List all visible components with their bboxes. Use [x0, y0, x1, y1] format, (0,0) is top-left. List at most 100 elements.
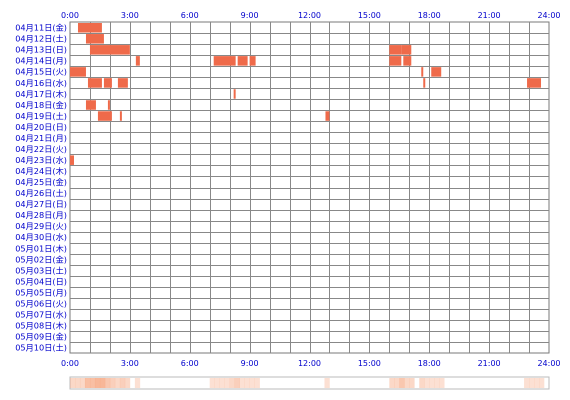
row-label: 04月15日(火) — [15, 67, 67, 77]
activity-bar — [233, 89, 236, 99]
row-label: 04月11日(金) — [15, 23, 67, 33]
row-label: 05月03日(土) — [15, 265, 67, 275]
density-cell — [119, 378, 126, 388]
row-label: 04月13日(日) — [15, 45, 67, 55]
x-tick-label-bottom: 3:00 — [121, 359, 139, 368]
density-cell — [239, 378, 245, 388]
activity-bar — [103, 78, 112, 88]
density-cell — [404, 378, 410, 388]
x-tick-label-top: 21:00 — [478, 11, 501, 20]
density-cell — [389, 378, 395, 388]
activity-bar — [89, 45, 130, 55]
activity-bars — [70, 23, 542, 165]
x-tick-label-top: 15:00 — [358, 11, 381, 20]
activity-bar — [389, 56, 402, 66]
x-tick-label-top: 3:00 — [121, 11, 139, 20]
x-tick-label-top: 18:00 — [418, 11, 441, 20]
row-label: 04月24日(木) — [15, 166, 67, 176]
row-label: 05月02日(金) — [15, 254, 67, 264]
density-cell — [439, 378, 445, 388]
density-cell — [209, 378, 215, 388]
x-tick-label-bottom: 6:00 — [181, 359, 199, 368]
row-label: 04月28日(月) — [15, 210, 67, 220]
density-cell — [74, 378, 81, 388]
activity-bar — [401, 45, 412, 55]
row-label: 04月18日(金) — [15, 100, 67, 110]
row-label: 04月29日(火) — [15, 221, 67, 231]
activity-bar — [119, 111, 122, 121]
x-tick-label-top: 6:00 — [181, 11, 199, 20]
x-axis-bottom: 0:00 3:00 6:00 9:00 12:00 15:00 18:00 21:00 24:0… — [61, 359, 561, 368]
row-label: 04月14日(月) — [15, 56, 67, 66]
density-strip — [69, 376, 550, 390]
density-frame — [69, 376, 550, 390]
activity-bar — [87, 78, 102, 88]
density-cell — [529, 378, 535, 388]
row-label: 04月21日(月) — [15, 133, 67, 143]
row-label: 05月08日(木) — [15, 321, 67, 331]
density-cell — [249, 378, 255, 388]
density-cell — [89, 378, 96, 388]
x-tick-label-bottom: 0:00 — [61, 359, 79, 368]
activity-bar — [97, 111, 112, 121]
activity-bar — [85, 100, 96, 110]
density-cell — [434, 378, 440, 388]
density-cell — [224, 378, 230, 388]
activity-bar — [237, 56, 248, 66]
density-cell — [79, 378, 86, 388]
density-cell — [524, 378, 530, 388]
activity-bar — [389, 45, 402, 55]
x-tick-label-bottom: 24:00 — [537, 359, 560, 368]
activity-bar — [249, 56, 256, 66]
activity-bar — [403, 56, 412, 66]
row-label: 04月27日(日) — [15, 199, 67, 209]
activity-bar — [527, 78, 542, 88]
x-tick-label-top: 0:00 — [61, 11, 79, 20]
density-cell — [394, 378, 400, 388]
plot-frame — [69, 21, 550, 354]
row-label: 05月01日(木) — [15, 243, 67, 253]
density-cell — [534, 378, 540, 388]
row-label: 04月12日(土) — [15, 34, 67, 44]
row-label: 05月04日(日) — [15, 276, 67, 286]
row-label: 05月06日(火) — [15, 298, 67, 308]
density-cell — [419, 378, 425, 388]
row-label: 04月19日(土) — [15, 111, 67, 121]
row-label: 04月23日(水) — [15, 155, 67, 165]
density-cell — [219, 378, 225, 388]
x-tick-label-bottom: 12:00 — [298, 359, 321, 368]
density-cell — [234, 378, 240, 388]
row-label: 04月20日(日) — [15, 122, 67, 132]
density-cell — [214, 378, 220, 388]
density-cell — [324, 378, 330, 388]
row-label: 04月25日(金) — [15, 177, 67, 187]
density-cell — [254, 378, 260, 388]
density-cell — [84, 378, 91, 388]
activity-bar — [213, 56, 236, 66]
x-tick-label-bottom: 9:00 — [241, 359, 259, 368]
activity-bar — [117, 78, 128, 88]
density-cell — [229, 378, 235, 388]
row-label: 05月10日(土) — [15, 343, 67, 353]
row-labels: 04月11日(金)04月12日(土)04月13日(日)04月14日(月)04月1… — [15, 23, 67, 353]
activity-bar — [107, 100, 110, 110]
density-cell — [244, 378, 250, 388]
activity-bar — [70, 155, 74, 165]
density-cell — [409, 378, 415, 388]
row-label: 04月16日(水) — [15, 78, 67, 88]
activity-bar — [421, 67, 424, 77]
density-cell — [539, 378, 545, 388]
activity-bar — [135, 56, 140, 66]
density-cell — [134, 378, 141, 388]
row-label: 05月05日(月) — [15, 287, 67, 297]
activity-bar — [70, 67, 86, 77]
x-tick-label-bottom: 15:00 — [358, 359, 381, 368]
density-cell — [70, 378, 76, 388]
density-cell — [94, 378, 101, 388]
x-tick-label-top: 24:00 — [537, 11, 560, 20]
x-tick-label-top: 12:00 — [298, 11, 321, 20]
density-cell — [104, 378, 111, 388]
grid — [69, 21, 550, 354]
x-tick-label-bottom: 21:00 — [478, 359, 501, 368]
